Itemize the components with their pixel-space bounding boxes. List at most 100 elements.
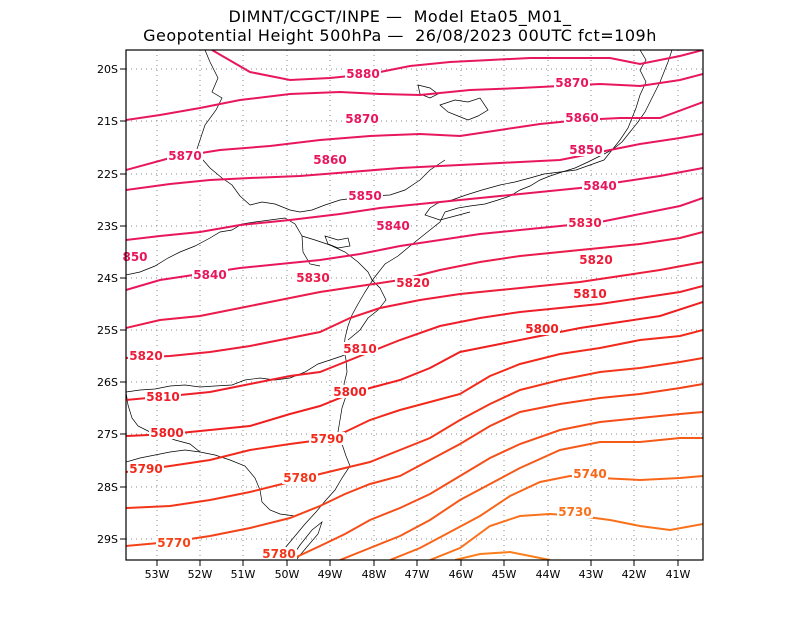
contour-5740 xyxy=(389,474,703,560)
coast-sp-rj xyxy=(444,50,673,213)
contour-labels: 5880 5870 5870 5870 5860 5860 5850 5850 5840 5840… xyxy=(121,67,618,561)
border-mg-es xyxy=(603,50,647,161)
contour-label: 5800 xyxy=(525,322,558,336)
contour-label-bg xyxy=(167,149,203,162)
contour-label: 5830 xyxy=(296,271,329,285)
contour-label: 5880 xyxy=(346,67,379,81)
lon-tick-label: 43W xyxy=(579,568,604,581)
contour-label: 5870 xyxy=(345,112,378,126)
contour-label-bg xyxy=(282,471,318,484)
contour-label: 5820 xyxy=(396,276,429,290)
contour-label-bg xyxy=(261,547,297,560)
lon-tick-label: 49W xyxy=(318,568,343,581)
lake-patos xyxy=(289,520,323,560)
grid-lines xyxy=(126,50,703,560)
contour-label-bg xyxy=(582,179,618,192)
lat-tick-label: 21S xyxy=(97,115,118,128)
contour-5800 xyxy=(126,301,703,437)
contour-5770 xyxy=(126,383,703,547)
contour-label: 5780 xyxy=(262,547,295,561)
lat-tick-label: 22S xyxy=(97,168,118,181)
contour-label: 5770 xyxy=(157,536,190,550)
contour-label: 5810 xyxy=(573,287,606,301)
contour-label-bg xyxy=(121,250,149,263)
contour-label: 5840 xyxy=(376,219,409,233)
contour-label: 5810 xyxy=(343,342,376,356)
contour-5720 xyxy=(454,550,551,560)
contour-label: 5830 xyxy=(568,216,601,230)
contour-label-bg xyxy=(128,349,164,362)
contour-label-bg xyxy=(568,143,604,156)
contour-label: 5820 xyxy=(129,349,162,363)
contour-label-bg xyxy=(149,426,185,439)
contour-label-bg xyxy=(345,67,381,80)
contour-label: 5810 xyxy=(146,390,179,404)
contour-label-bg xyxy=(332,385,368,398)
lon-tick-label: 42W xyxy=(622,568,647,581)
border-mg-rj xyxy=(424,159,605,221)
contour-5810 xyxy=(126,285,703,401)
lon-tick-label: 48W xyxy=(362,568,387,581)
reservoir-paranapanema xyxy=(324,235,351,249)
contour-label-bg xyxy=(557,505,593,518)
contour-5780 xyxy=(126,357,703,509)
coast-south-brazil xyxy=(277,211,446,560)
contour-5820 xyxy=(126,261,703,359)
border-ms-mg-go xyxy=(195,50,251,206)
lat-tick-label: 20S xyxy=(97,63,118,76)
contour-label-bg xyxy=(344,112,380,125)
contour-label: 5850 xyxy=(569,143,602,157)
contour-label: 5790 xyxy=(310,432,343,446)
border-pr-sc xyxy=(126,351,351,393)
lat-tick-label: 24S xyxy=(97,272,118,285)
contour-label: 5860 xyxy=(313,153,346,167)
contour-label-bg xyxy=(347,189,383,202)
contour-label: 5870 xyxy=(555,76,588,90)
lat-tick-label: 28S xyxy=(97,481,118,494)
contour-5860 xyxy=(126,101,703,171)
contour-label: 5850 xyxy=(348,189,381,203)
border-sc-rs xyxy=(126,449,296,517)
contour-label: 5740 xyxy=(573,467,606,481)
contour-label-bg xyxy=(567,216,603,229)
title-line-2: Geopotential Height 500hPa — 26/08/2023 … xyxy=(143,26,657,45)
plot-frame xyxy=(125,49,704,561)
contour-label: 5860 xyxy=(565,111,598,125)
contour-label: 850 xyxy=(122,250,147,264)
lat-tick-labels: 20S 21S 22S 23S 24S 25S 26S 27S 28S 29S xyxy=(97,63,118,546)
height-contours xyxy=(126,50,703,560)
lon-tick-label: 50W xyxy=(275,568,300,581)
contour-label-bg xyxy=(312,153,348,166)
island-north xyxy=(417,84,439,99)
lat-tick-label: 25S xyxy=(97,324,118,337)
border-sp-mg-north xyxy=(249,159,446,213)
lat-tick-label: 26S xyxy=(97,376,118,389)
lon-tick-labels: 53W 52W 51W 50W 49W 48W 47W 46W 45W 44W … xyxy=(145,568,691,581)
contour-label: 5790 xyxy=(129,462,162,476)
contour-label-bg xyxy=(309,432,345,445)
lon-tick-label: 53W xyxy=(145,568,170,581)
lon-tick-label: 47W xyxy=(405,568,430,581)
lon-tick-label: 51W xyxy=(231,568,256,581)
contour-5850 xyxy=(126,133,703,191)
contour-label-bg xyxy=(572,467,608,480)
lat-tick-label: 27S xyxy=(97,428,118,441)
contour-label-bg xyxy=(524,322,560,335)
contour-5750 xyxy=(339,437,703,560)
lat-tick-label: 23S xyxy=(97,220,118,233)
contour-label-bg xyxy=(395,276,431,289)
contour-label: 5840 xyxy=(193,268,226,282)
contour-label-bg xyxy=(375,219,411,232)
title-line-1: DIMNT/CGCT/INPE — Model Eta05_M01_ xyxy=(228,7,572,26)
reservoir-furnas xyxy=(439,97,489,121)
contour-5790 xyxy=(126,329,703,473)
border-ms-pr xyxy=(126,217,321,276)
lon-tick-label: 46W xyxy=(449,568,474,581)
contour-label-bg xyxy=(578,253,614,266)
contour-label-bg xyxy=(295,271,331,284)
contour-label-bg xyxy=(128,462,164,475)
lon-tick-label: 41W xyxy=(666,568,691,581)
contour-label-bg xyxy=(145,390,181,403)
lat-tick-label: 29S xyxy=(97,533,118,546)
